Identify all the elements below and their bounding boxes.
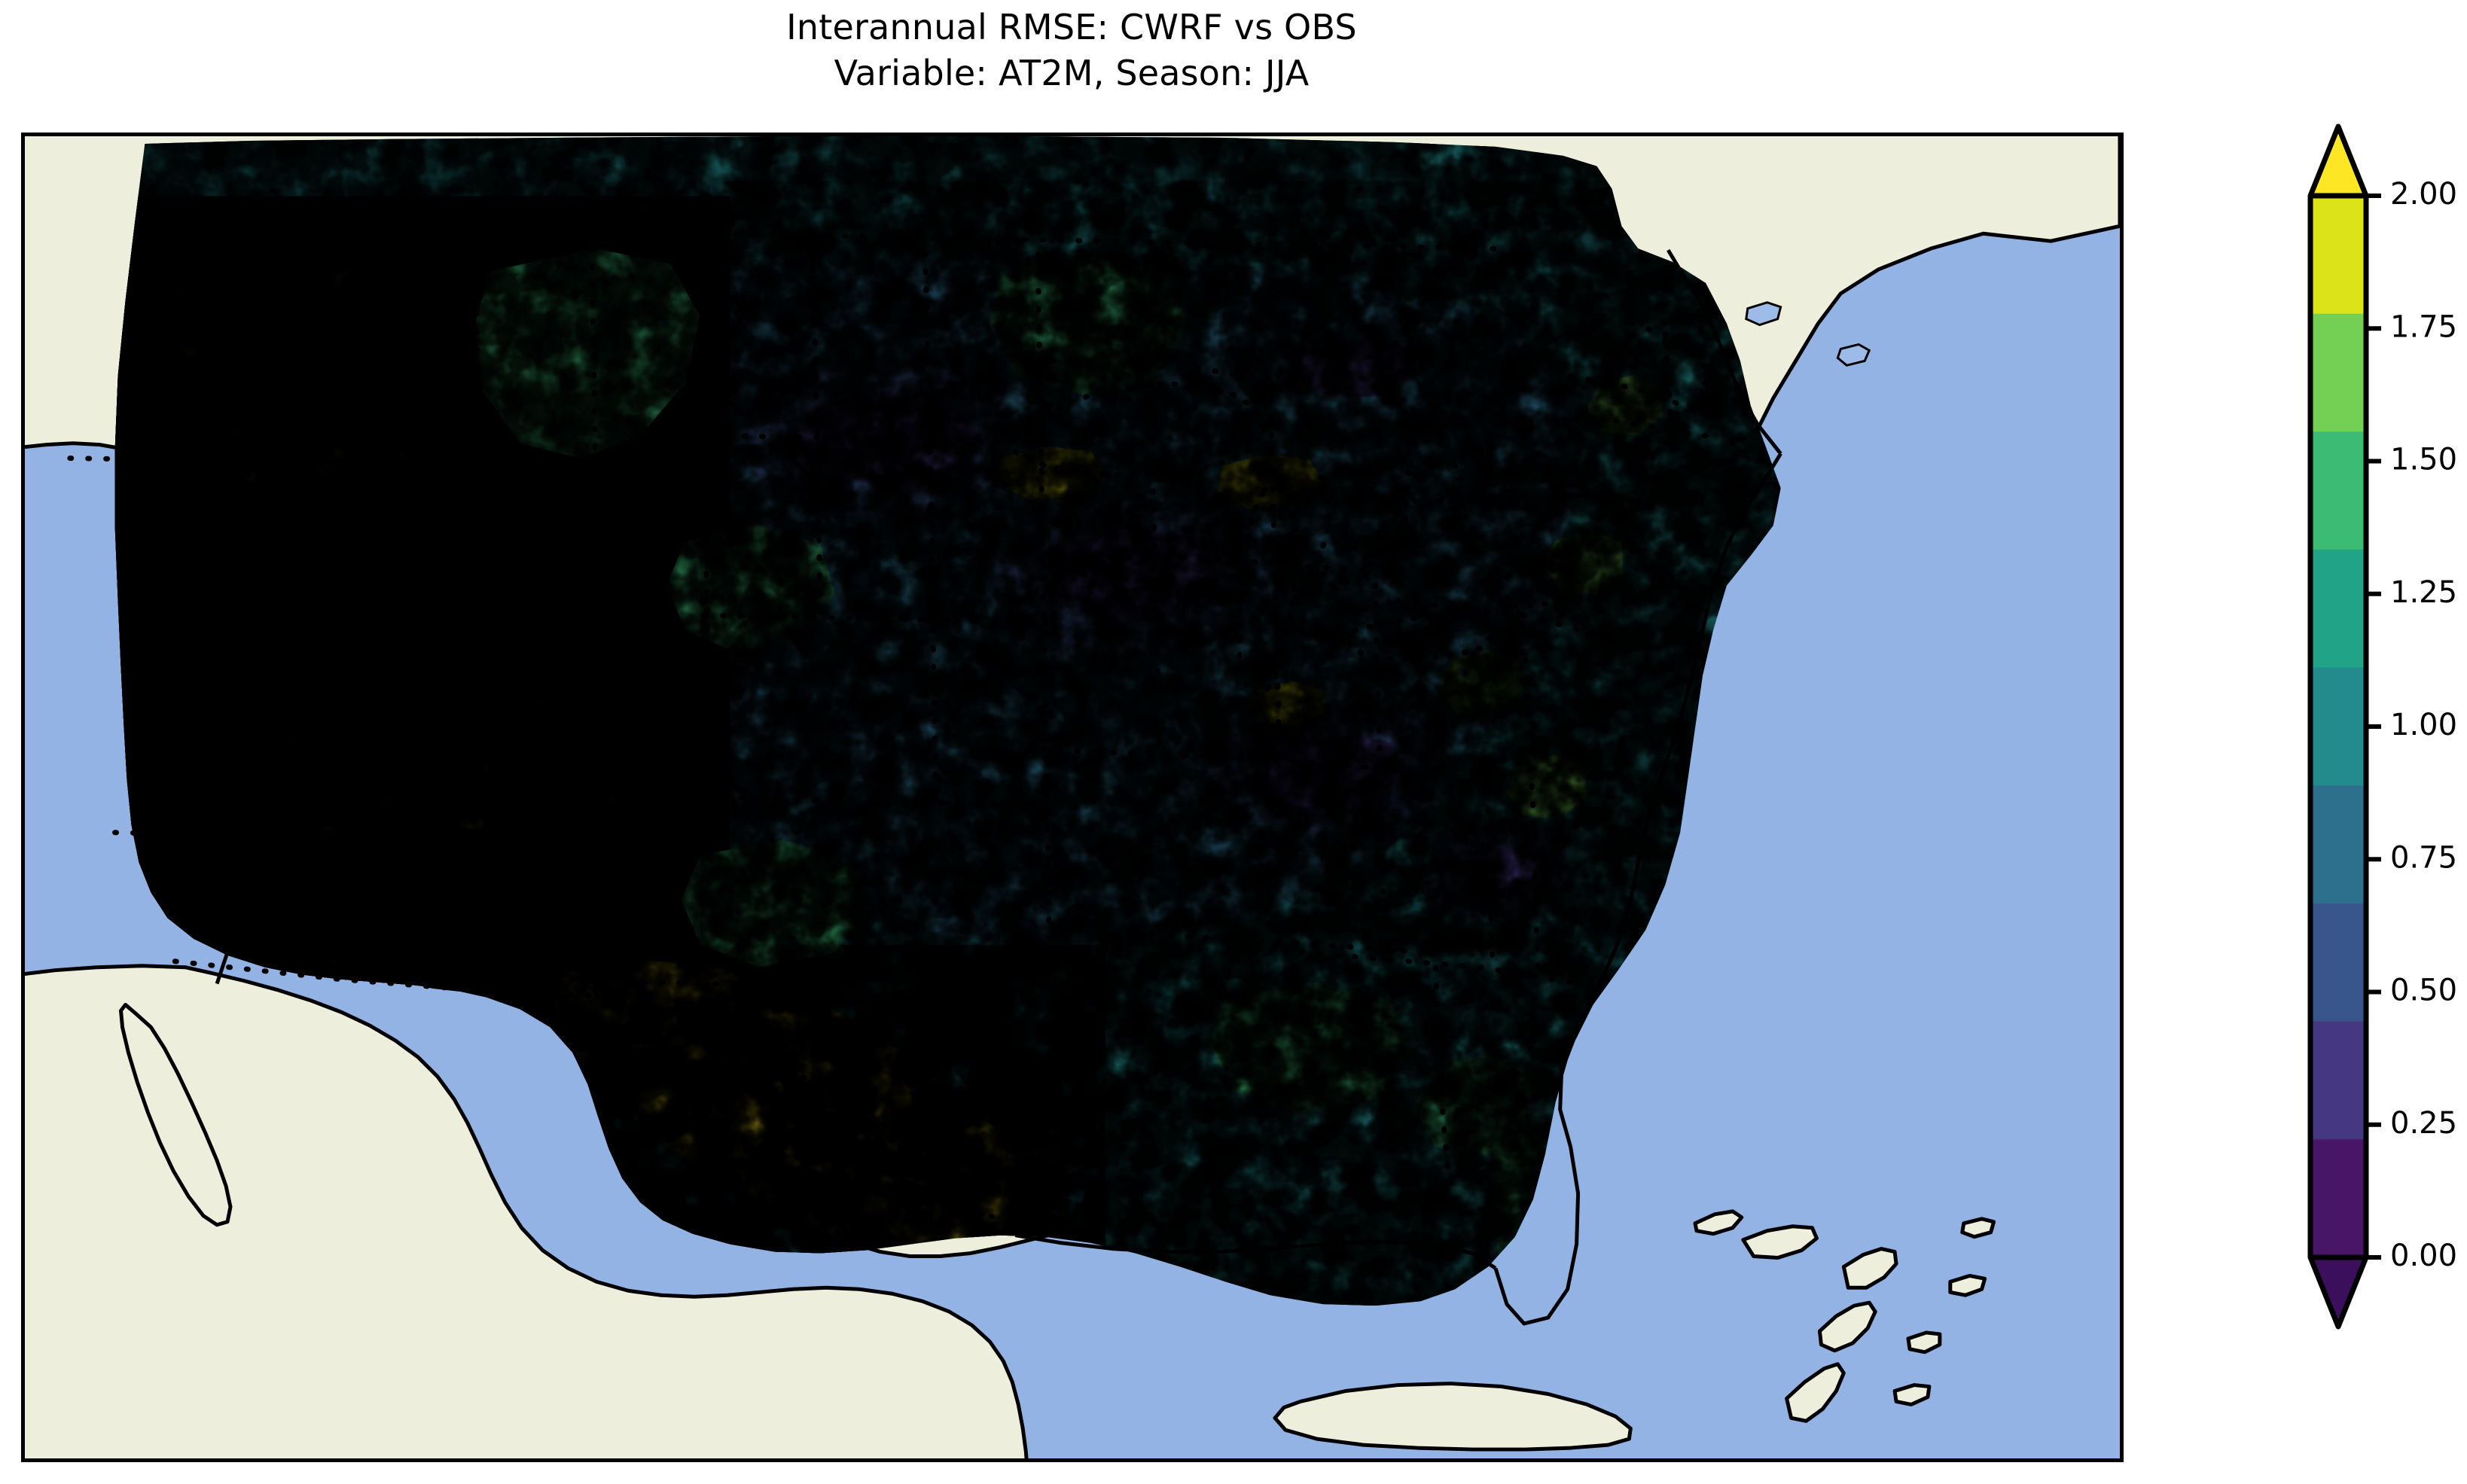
rmse-contour-field — [114, 136, 1781, 1306]
rmse-map — [25, 136, 2120, 1458]
colorbar-band — [2310, 785, 2366, 904]
baja-california — [119, 1002, 233, 1227]
colorbar-over-arrow — [2307, 123, 2369, 199]
colorbar-tick-label: 0.50 — [2390, 974, 2456, 1008]
colorbar-tick-label: 1.50 — [2390, 443, 2456, 477]
colorbar-ticks — [2366, 193, 2381, 1260]
colorbar-band — [2310, 431, 2366, 550]
colorbar-svg: 2.00 1.75 1.50 1.25 1.00 0.75 0.50 0.25 0.00 — [2307, 123, 2456, 1330]
map-axes — [21, 133, 2124, 1462]
colorbar-tick-label: 2.00 — [2390, 177, 2456, 212]
colorbar-band — [2310, 1021, 2366, 1141]
colorbar-tick-label: 0.75 — [2390, 840, 2456, 875]
colorbar-band — [2310, 550, 2366, 669]
figure-title: Interannual RMSE: CWRF vs OBS Variable: … — [0, 5, 2143, 96]
colorbar-band — [2310, 667, 2366, 787]
quebec-lake-a — [1745, 301, 1782, 327]
bahamas-islands — [1693, 1209, 1996, 1423]
state-borders — [67, 221, 1709, 1239]
cuba-landmass — [1273, 1382, 1633, 1452]
colorbar-tick-label: 0.25 — [2390, 1106, 2456, 1141]
mexico-landmass — [25, 964, 1029, 1458]
colorbar-tick-label: 1.75 — [2390, 309, 2456, 344]
colorbar-tick-labels: 2.00 1.75 1.50 1.25 1.00 0.75 0.50 0.25 0.00 — [2390, 177, 2456, 1273]
colorbar-tick-label: 0.00 — [2390, 1239, 2456, 1273]
colorbar-tick-label: 1.25 — [2390, 575, 2456, 610]
title-line-1: Interannual RMSE: CWRF vs OBS — [786, 7, 1357, 47]
title-line-2: Variable: AT2M, Season: JJA — [834, 53, 1310, 94]
colorbar-band — [2310, 904, 2366, 1022]
colorbar-under-arrow — [2307, 1254, 2369, 1330]
colorbar-band — [2310, 1139, 2366, 1258]
coastlines — [132, 232, 1782, 1326]
quebec-lake-e — [1836, 343, 1871, 367]
colorbar-bands — [2310, 196, 2366, 1258]
colorbar-band — [2310, 196, 2366, 315]
colorbar-band — [2310, 313, 2366, 433]
colorbar: 2.00 1.75 1.50 1.25 1.00 0.75 0.50 0.25 0.00 RMS… — [2283, 113, 2467, 1393]
colorbar-axis-label: RMSE (°C) — [2465, 675, 2467, 830]
lake-outlines-dotted — [1004, 380, 1583, 698]
colorbar-tick-label: 1.00 — [2390, 708, 2456, 742]
